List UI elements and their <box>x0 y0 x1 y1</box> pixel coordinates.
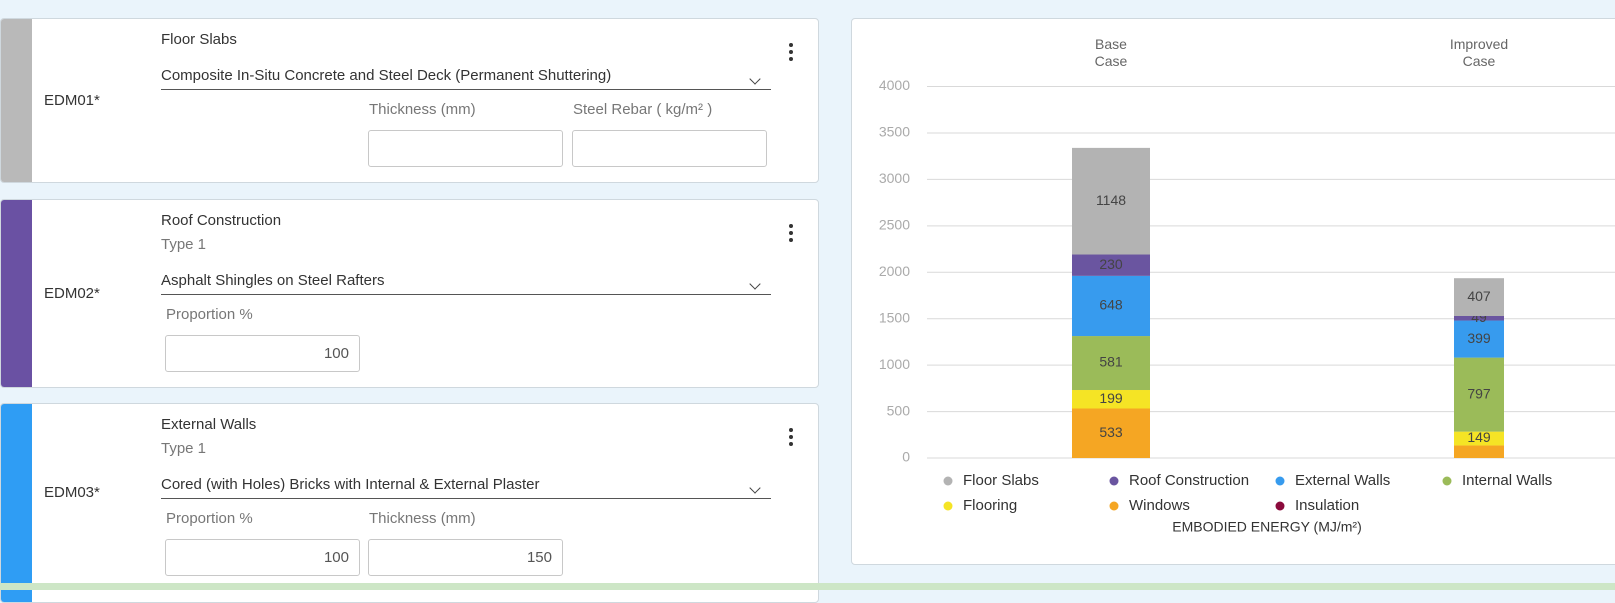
page: EDM01* Floor Slabs Composite In-Situ Concr… <box>0 18 1615 603</box>
legend-marker <box>1275 476 1285 486</box>
bar-segment <box>1454 357 1504 432</box>
bar-segment <box>1072 275 1150 337</box>
bottom-bar <box>0 583 1615 590</box>
field-input[interactable] <box>572 130 767 167</box>
legend-label: Flooring <box>963 497 1017 514</box>
legend-label: External Walls <box>1295 472 1390 489</box>
field-input[interactable]: 100 <box>165 335 360 372</box>
y-tick-label: 3500 <box>879 124 910 140</box>
field-input[interactable] <box>368 130 563 167</box>
material-card: EDM01* Floor Slabs Composite In-Situ Concr… <box>0 18 819 183</box>
y-tick-label: 4000 <box>879 77 910 93</box>
legend-label: Windows <box>1129 497 1190 514</box>
color-strip <box>1 404 32 602</box>
material-card: EDM02* Roof Construction Type 1 Asphalt Shi… <box>0 199 819 388</box>
bar-segment <box>1454 278 1504 316</box>
data-label: 1148 <box>1096 192 1126 208</box>
y-tick-label: 2500 <box>879 217 910 233</box>
y-tick-label: 2000 <box>879 263 910 279</box>
legend-label: Roof Construction <box>1129 472 1249 489</box>
data-label: 648 <box>1099 297 1123 313</box>
y-tick-label: 0 <box>902 449 910 465</box>
bar-segment <box>1454 445 1504 458</box>
field-input[interactable]: 100 <box>165 539 360 576</box>
y-tick-label: 500 <box>887 402 911 418</box>
data-label: 407 <box>1467 288 1491 304</box>
data-label: 581 <box>1099 354 1123 370</box>
y-tick-label: 1000 <box>879 356 910 372</box>
select-underline <box>161 89 771 90</box>
x-axis-title: EMBODIED ENERGY (MJ/m²) <box>1172 519 1362 535</box>
y-tick-label: 1500 <box>879 309 910 325</box>
legend-marker <box>943 501 953 511</box>
card-title: External Walls <box>161 416 257 433</box>
menu-button[interactable] <box>789 43 793 64</box>
menu-button[interactable] <box>789 428 793 449</box>
data-label: 399 <box>1467 330 1491 346</box>
select-underline <box>161 294 771 295</box>
material-card: EDM03* External Walls Type 1 Cored (with Ho… <box>0 403 819 603</box>
data-label: 199 <box>1099 390 1123 406</box>
field-label: Steel Rebar ( kg/m² ) <box>573 101 713 118</box>
legend-marker <box>1109 476 1119 486</box>
legend-label: Internal Walls <box>1462 472 1552 489</box>
card-code: EDM01* <box>44 91 100 109</box>
field-input[interactable]: 150 <box>368 539 563 576</box>
selection[interactable]: Composite In-Situ Concrete and Steel Dec… <box>161 67 612 84</box>
data-label: 533 <box>1099 424 1123 440</box>
field-label: Proportion % <box>166 306 253 323</box>
selection[interactable]: Asphalt Shingles on Steel Rafters <box>161 272 385 289</box>
legend-marker <box>1109 501 1119 511</box>
select-underline <box>161 498 771 499</box>
bar-segment <box>1072 390 1150 409</box>
field-label: Thickness (mm) <box>369 101 476 118</box>
legend-label: Insulation <box>1295 497 1359 514</box>
field-label: Thickness (mm) <box>369 510 476 527</box>
menu-button[interactable] <box>789 224 793 245</box>
x-tick-label: Base Case <box>1094 36 1128 69</box>
card-code: EDM02* <box>44 284 100 302</box>
bar-segment <box>1072 254 1150 276</box>
y-tick-label: 3000 <box>879 170 910 186</box>
data-label: 797 <box>1467 385 1491 401</box>
x-tick-label: Improved Case <box>1449 36 1509 69</box>
card-subtitle: Type 1 <box>161 236 207 253</box>
card-subtitle: Type 1 <box>161 440 207 457</box>
field-label: Proportion % <box>166 510 253 527</box>
bar-segment <box>1072 408 1150 458</box>
bar-segment <box>1072 336 1150 391</box>
legend-marker <box>1442 476 1452 486</box>
legend-marker <box>1275 501 1285 511</box>
card-code: EDM03* <box>44 484 100 501</box>
bar-segment <box>1454 431 1504 446</box>
bar-segment <box>1072 147 1150 255</box>
bar-segment <box>1454 315 1504 321</box>
color-strip <box>1 200 32 387</box>
selection[interactable]: Cored (with Holes) Bricks with Internal … <box>161 476 540 493</box>
data-label: 149 <box>1467 429 1491 445</box>
color-strip <box>1 19 32 182</box>
legend-marker <box>943 476 953 486</box>
legend-label: Floor Slabs <box>963 472 1039 489</box>
chart: 0 500 1000 1500 2000 2500 3000 3500 4000 533 199 58… <box>879 77 1615 535</box>
card-title: Roof Construction <box>161 212 282 229</box>
card-title: Floor Slabs <box>161 31 237 48</box>
bar-segment <box>1454 320 1504 358</box>
data-label: 230 <box>1099 256 1123 272</box>
